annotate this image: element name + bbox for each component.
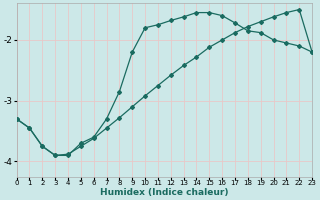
X-axis label: Humidex (Indice chaleur): Humidex (Indice chaleur): [100, 188, 228, 197]
